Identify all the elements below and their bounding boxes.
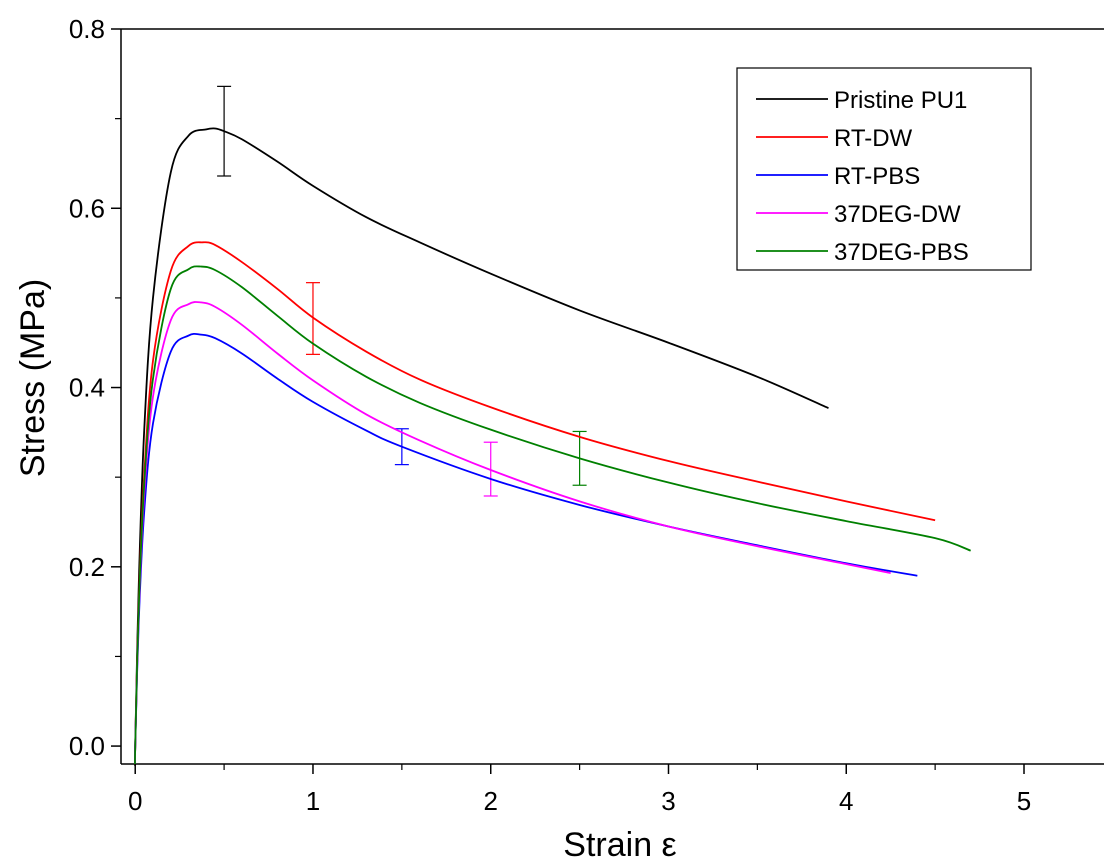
plot-frame xyxy=(120,28,1104,765)
x-tick-label: 0 xyxy=(128,786,142,816)
series-line-rt-pbs xyxy=(134,332,918,765)
series-line-rt-dw xyxy=(134,241,936,766)
y-axis-ticks: 0.0 0.2 0.4 0.6 0.8 xyxy=(69,14,121,761)
x-tick-label: 2 xyxy=(484,786,498,816)
y-tick-label: 0.2 xyxy=(69,552,105,582)
legend-label-pristine-pu1: Pristine PU1 xyxy=(834,87,967,114)
legend-box xyxy=(736,67,1032,271)
y-tick-label: 0.6 xyxy=(69,193,105,223)
legend-label-37deg-dw: 37DEG-DW xyxy=(834,201,961,228)
legend-label-rt-dw: RT-DW xyxy=(834,125,913,152)
x-tick-label: 1 xyxy=(306,786,320,816)
x-tick-label: 3 xyxy=(661,786,675,816)
legend: Pristine PU1 RT-DW RT-PBS 37DEG-DW 37DEG-PBS xyxy=(736,67,1032,271)
x-axis-ticks: 0 1 2 3 4 5 xyxy=(128,764,1031,816)
y-tick-label: 0.8 xyxy=(69,14,105,44)
series-line-37deg-pbs xyxy=(134,265,971,765)
y-tick-label: 0.0 xyxy=(69,731,105,761)
legend-label-37deg-pbs: 37DEG-PBS xyxy=(834,239,969,266)
series-line-37deg-dw xyxy=(134,301,891,765)
x-tick-label: 5 xyxy=(1017,786,1031,816)
series-lines xyxy=(134,127,971,767)
legend-label-rt-pbs: RT-PBS xyxy=(834,163,920,190)
x-tick-label: 4 xyxy=(839,786,853,816)
y-axis-title: Stress (MPa) xyxy=(14,279,52,477)
y-tick-label: 0.4 xyxy=(69,373,105,403)
x-axis-title: Strain ε xyxy=(563,826,676,864)
series-line-pristine-pu1 xyxy=(134,127,829,767)
